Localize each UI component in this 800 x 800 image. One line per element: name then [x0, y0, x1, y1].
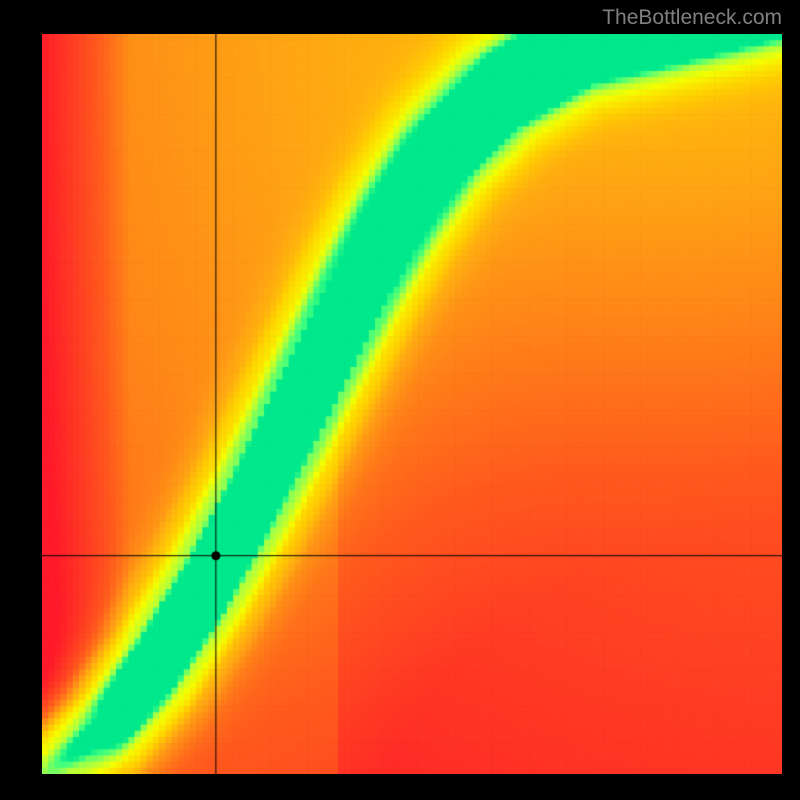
bottleneck-heatmap	[42, 34, 782, 774]
watermark-text: TheBottleneck.com	[602, 6, 782, 30]
